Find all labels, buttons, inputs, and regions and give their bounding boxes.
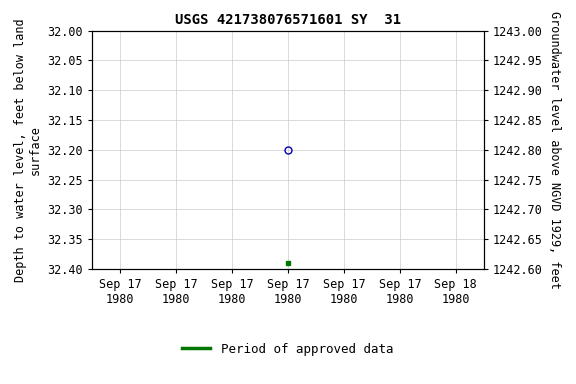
- Legend: Period of approved data: Period of approved data: [177, 338, 399, 362]
- Y-axis label: Groundwater level above NGVD 1929, feet: Groundwater level above NGVD 1929, feet: [548, 11, 561, 289]
- Title: USGS 421738076571601 SY  31: USGS 421738076571601 SY 31: [175, 13, 401, 27]
- Y-axis label: Depth to water level, feet below land
surface: Depth to water level, feet below land su…: [14, 18, 42, 281]
